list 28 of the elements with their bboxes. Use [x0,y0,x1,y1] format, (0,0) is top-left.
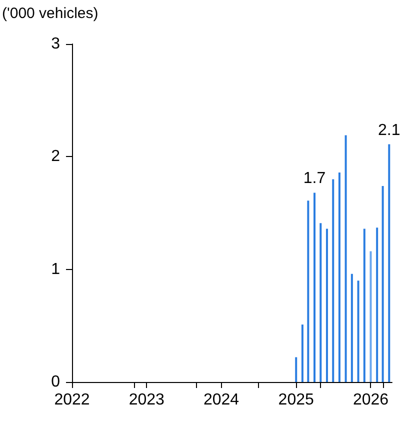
data-label: 1.7 [303,170,326,188]
y-tick-label: 2 [51,148,60,166]
bar [357,280,360,382]
y-tick-label: 1 [51,260,60,278]
bar [350,274,353,382]
bar [376,228,378,382]
y-tick-label: 0 [51,374,60,390]
bar [320,223,322,382]
bar [338,172,340,382]
y-axis-title: ('000 vehicles) [2,5,98,22]
bar [363,228,366,382]
bar [344,135,347,382]
bar [301,324,304,382]
data-label: 2.1 [378,122,400,139]
bar [307,200,310,382]
bar [388,144,390,382]
bar [326,228,328,382]
x-tick-label: 2023 [128,392,165,408]
x-tick-label: 2024 [203,392,240,408]
x-tick-label: 2026 [352,392,389,408]
bar [370,251,372,382]
bar [382,186,384,382]
bar [314,192,316,382]
x-tick-label: 2022 [54,392,90,408]
bar [332,179,334,382]
bar [295,357,298,382]
y-tick-label: 3 [51,36,60,52]
x-tick-label: 2025 [278,392,314,408]
